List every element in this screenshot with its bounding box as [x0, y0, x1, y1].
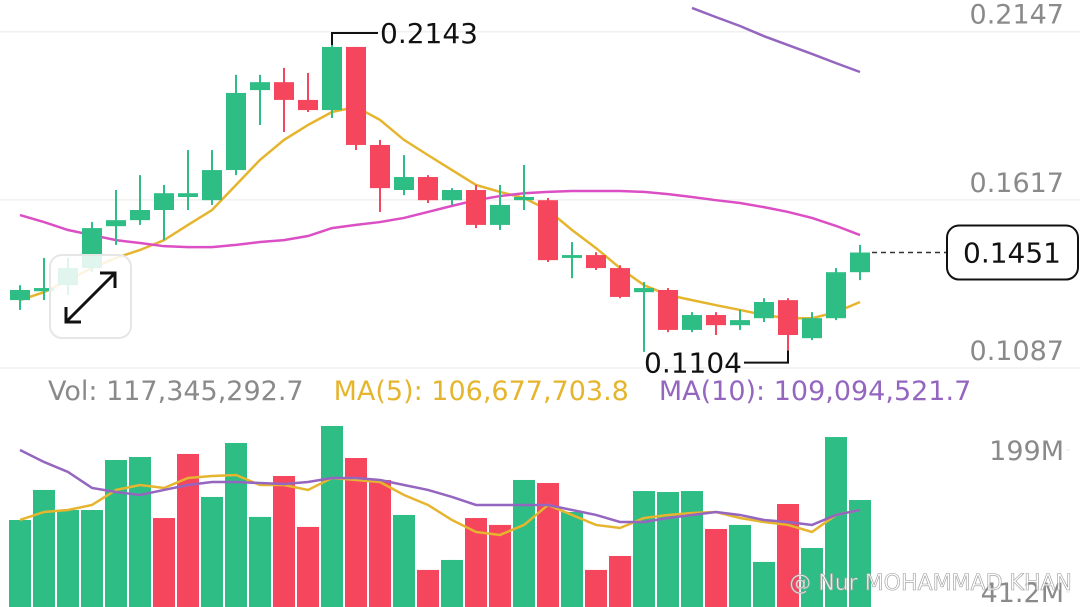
last-price-label: 0.1451 [963, 237, 1061, 270]
candle-body [730, 320, 750, 326]
candle-body [706, 315, 726, 326]
candle-body [10, 289, 30, 301]
candle-body [826, 272, 846, 319]
candle-body [394, 177, 414, 191]
volume-bar [537, 483, 559, 607]
legend-item: MA(10): 109,094,521.7 [659, 376, 971, 407]
volume-bar [585, 569, 607, 607]
candle-body [778, 300, 798, 336]
volume-bar [321, 425, 343, 607]
volume-bar [849, 500, 871, 607]
candle-body [442, 190, 462, 201]
candle-body [586, 255, 606, 269]
volume-bar [753, 561, 775, 607]
candle-body [682, 315, 702, 330]
candle-body [538, 200, 558, 261]
candle-body [634, 288, 654, 293]
candle-body [370, 144, 390, 189]
y-tick-label: 0.1617 [970, 168, 1064, 199]
volume-bar [369, 479, 391, 607]
y-tick-label: 199M [989, 436, 1064, 467]
y-tick-label: 0.1087 [970, 336, 1064, 367]
volume-bar [177, 453, 199, 607]
candle-body [346, 46, 366, 145]
volume-bar [609, 555, 631, 607]
y-tick-label: 0.2147 [970, 0, 1064, 31]
volume-bar [201, 496, 223, 607]
volume-bar [441, 559, 463, 607]
volume-bar [129, 457, 151, 607]
volume-bar [273, 476, 295, 607]
candle-body [178, 193, 198, 198]
ma-line [19, 189, 861, 249]
legend-item: Vol: 117,345,292.7 [48, 376, 304, 407]
volume-bar [465, 518, 487, 607]
candle-body [298, 99, 318, 111]
candle-body [34, 288, 54, 292]
candle-body [514, 197, 534, 201]
volume-bar [297, 526, 319, 607]
candle-body [418, 177, 438, 201]
volume-bar [33, 489, 55, 607]
volume-bar [345, 458, 367, 607]
high-label: 0.2143 [380, 17, 478, 50]
volume-bar [705, 528, 727, 607]
low-label: 0.1104 [644, 347, 742, 380]
volume-bar [729, 524, 751, 607]
volume-bar [417, 569, 439, 607]
y-tick-label: 41.2M [981, 578, 1064, 607]
volume-bar [153, 518, 175, 607]
volume-bar [777, 503, 799, 607]
candle-body [754, 302, 774, 319]
candle-body [154, 193, 174, 211]
volume-bar [825, 437, 847, 607]
candle-body [226, 92, 246, 171]
candle-body [658, 289, 678, 330]
candle-body [322, 46, 342, 111]
candle-body [130, 210, 150, 221]
high-marker [331, 31, 378, 45]
volume-bar [249, 516, 271, 607]
volume-bar [681, 491, 703, 607]
volume-bar [225, 442, 247, 607]
volume-bar [57, 510, 79, 607]
watermark: @ Nur MOHAMMAD KHAN [789, 571, 1072, 596]
candle-body [610, 268, 630, 297]
volume-bar [393, 514, 415, 607]
volume-bar [513, 479, 535, 607]
candle-body [466, 190, 486, 225]
volume-bar [561, 511, 583, 607]
candle-body [490, 204, 510, 225]
candle-body [106, 220, 126, 227]
volume-bar [9, 519, 31, 607]
ma-line [19, 105, 861, 320]
candle-body [274, 82, 294, 100]
candle-body [202, 170, 222, 201]
ma-line [691, 6, 861, 74]
candle-body [562, 255, 582, 258]
volume-bar [489, 524, 511, 607]
candle-body [850, 252, 870, 273]
candle-body [250, 82, 270, 91]
volume-bar [801, 547, 823, 607]
low-marker [744, 350, 789, 364]
ma-line [19, 448, 861, 527]
volume-bar [657, 492, 679, 607]
expand-icon [64, 271, 117, 324]
volume-bar [81, 510, 103, 607]
last-price-box [946, 224, 1079, 281]
volume-bar [105, 459, 127, 607]
legend-item: MA(5): 106,677,703.8 [334, 376, 629, 407]
candle-body [802, 318, 822, 339]
volume-bar [633, 491, 655, 607]
